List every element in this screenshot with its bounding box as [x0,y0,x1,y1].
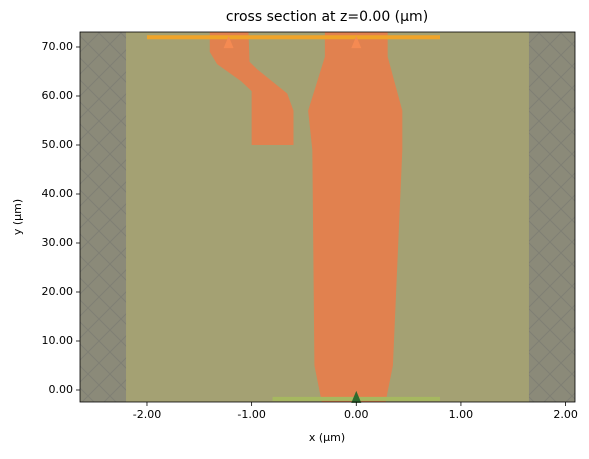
y-tick-label: 70.00 [42,40,74,53]
chart-title: cross section at z=0.00 (μm) [226,9,428,25]
x-axis-label: x (μm) [309,431,345,444]
y-tick-label: 40.00 [42,187,74,200]
x-tick-label: -1.00 [237,408,265,421]
source-arrow [351,390,362,403]
y-tick-label: 20.00 [42,285,74,298]
axes-frame [79,31,576,403]
x-tick-label: 1.00 [449,408,474,421]
x-tick-label: -2.00 [133,408,161,421]
structure [209,32,294,145]
x-tick-label: 2.00 [553,408,578,421]
y-tick-label: 10.00 [42,334,74,347]
structure [308,32,403,402]
source-arrow [351,36,362,49]
x-tick-label: 0.00 [344,408,369,421]
y-tick-label: 30.00 [42,236,74,249]
y-tick-label: 0.00 [49,383,74,396]
y-axis-label: y (μm) [11,199,24,235]
source-arrow [223,36,234,49]
y-tick-label: 50.00 [42,138,74,151]
y-tick-label: 60.00 [42,89,74,102]
